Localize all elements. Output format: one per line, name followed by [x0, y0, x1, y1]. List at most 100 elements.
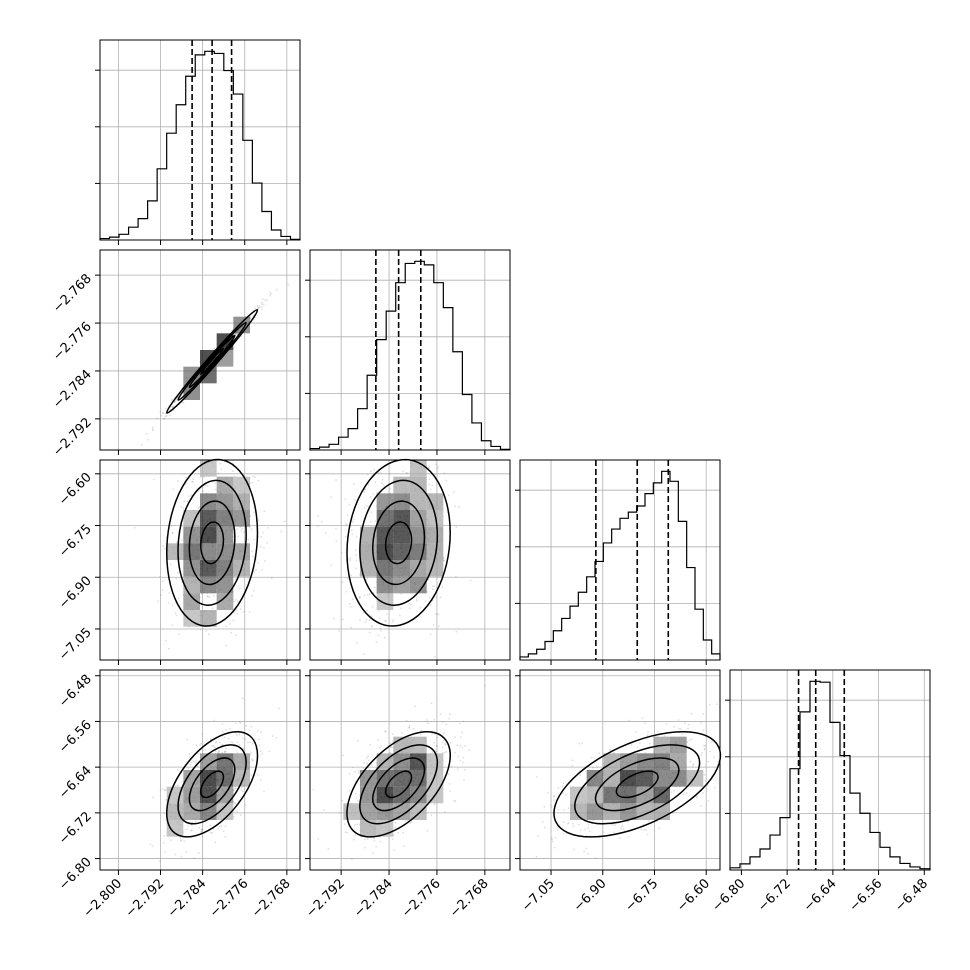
- sample-point: [261, 298, 264, 300]
- density-cell: [200, 366, 217, 384]
- density-cell: [376, 560, 394, 577]
- sample-point: [263, 510, 266, 513]
- sample-point: [352, 483, 355, 485]
- sample-point: [238, 587, 241, 590]
- sample-point: [234, 722, 237, 725]
- density-cell: [166, 820, 184, 837]
- sample-point: [639, 742, 641, 745]
- sample-point: [159, 789, 162, 791]
- sample-point: [163, 417, 166, 420]
- sample-point: [443, 559, 445, 562]
- sample-point: [635, 731, 637, 733]
- sample-point: [364, 488, 366, 491]
- density-cell: [586, 770, 604, 787]
- sample-point: [171, 531, 174, 534]
- sample-point: [198, 506, 201, 508]
- sample-point: [184, 476, 187, 479]
- sample-point: [709, 704, 711, 706]
- sample-point: [557, 787, 560, 790]
- sample-point: [200, 828, 203, 831]
- sample-point: [608, 748, 611, 751]
- sample-point: [356, 800, 359, 802]
- sample-point: [434, 463, 437, 465]
- sample-point: [404, 819, 407, 822]
- sample-point: [443, 732, 445, 734]
- sample-point: [433, 742, 435, 744]
- sample-point: [183, 472, 185, 475]
- sample-point: [177, 571, 180, 574]
- sample-point: [193, 857, 196, 860]
- panel-frame: [99, 249, 301, 451]
- sample-point: [433, 718, 436, 721]
- sample-point: [703, 773, 706, 776]
- sample-point: [162, 545, 165, 547]
- sample-point: [402, 470, 405, 473]
- sample-point: [365, 618, 368, 621]
- sample-point: [221, 743, 224, 746]
- sample-point: [259, 750, 262, 753]
- sample-point: [428, 483, 430, 486]
- sample-point: [260, 535, 263, 538]
- sample-point: [583, 850, 585, 853]
- sample-point: [171, 406, 174, 408]
- sample-point: [207, 633, 210, 636]
- sample-point: [343, 823, 346, 825]
- sample-point: [251, 760, 254, 762]
- sample-point: [368, 631, 371, 634]
- sample-point: [235, 787, 238, 789]
- density-cell: [376, 526, 394, 544]
- sample-point: [164, 415, 167, 418]
- sample-point: [379, 471, 382, 474]
- sample-point: [402, 831, 405, 834]
- sample-point: [447, 773, 450, 776]
- sample-point: [689, 760, 692, 763]
- sample-point: [374, 520, 377, 522]
- x-tick-label: −6.75: [623, 876, 662, 915]
- sample-point: [398, 614, 401, 617]
- sample-point: [367, 483, 370, 486]
- sample-point: [364, 838, 366, 841]
- y-tick-label: −6.60: [56, 470, 95, 509]
- sample-point: [391, 838, 394, 840]
- sample-point: [249, 729, 251, 732]
- sample-point: [378, 746, 381, 749]
- sample-point: [261, 568, 264, 571]
- sample-point: [258, 306, 261, 309]
- sample-point: [449, 713, 451, 716]
- sample-point: [368, 619, 371, 622]
- density-cell: [410, 526, 427, 544]
- sample-point: [171, 532, 174, 535]
- sample-point: [234, 787, 237, 790]
- sample-point: [684, 722, 686, 725]
- sample-point: [673, 789, 675, 792]
- x-tick-label: −6.80: [709, 876, 748, 915]
- sample-point: [690, 712, 693, 715]
- sample-point: [464, 745, 467, 747]
- sample-point: [238, 743, 241, 746]
- sample-point: [338, 812, 341, 814]
- sample-point: [186, 500, 189, 503]
- panel-2-0: [95, 458, 301, 665]
- sample-point: [428, 597, 431, 599]
- sample-point: [185, 851, 188, 853]
- sample-point: [264, 560, 266, 562]
- density-cell: [233, 510, 250, 527]
- sample-point: [330, 564, 333, 567]
- sample-point: [389, 472, 391, 475]
- sample-point: [212, 828, 215, 830]
- sample-point: [588, 830, 591, 833]
- sample-point: [258, 305, 260, 307]
- sample-point: [394, 826, 396, 829]
- sample-point: [242, 737, 245, 740]
- sample-point: [317, 515, 320, 517]
- x-tick-label: −6.48: [892, 876, 931, 915]
- sample-point: [713, 756, 716, 759]
- sample-point: [454, 736, 456, 739]
- density-cell: [216, 593, 234, 610]
- sample-point: [375, 845, 378, 848]
- x-tick-label: −2.776: [207, 876, 252, 921]
- sample-point: [267, 527, 270, 529]
- sample-point: [269, 294, 272, 297]
- panel-frame: [99, 459, 301, 661]
- sample-point: [224, 835, 227, 838]
